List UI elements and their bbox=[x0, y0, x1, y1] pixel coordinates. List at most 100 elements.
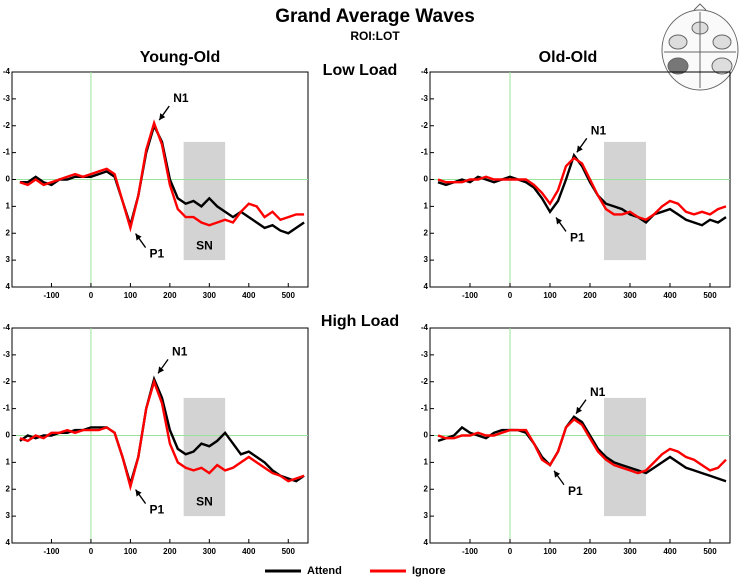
wave bbox=[437, 415, 727, 483]
wave bbox=[19, 375, 305, 489]
y-tick-label: 2 bbox=[424, 484, 429, 493]
wave bbox=[19, 119, 305, 233]
x-tick-label: 200 bbox=[583, 291, 597, 300]
y-tick-label: -3 bbox=[421, 94, 429, 103]
x-tick-label: 0 bbox=[508, 291, 513, 300]
x-tick-label: 100 bbox=[124, 547, 138, 556]
shaded-window bbox=[604, 141, 646, 261]
y-tick-label: 4 bbox=[424, 282, 429, 291]
arrow-head bbox=[554, 470, 560, 478]
y-tick-label: 1 bbox=[424, 457, 429, 466]
y-tick-label: 4 bbox=[6, 282, 11, 291]
column-title: Old-Old bbox=[539, 49, 598, 66]
shaded-window bbox=[183, 397, 226, 517]
row-title: High Load bbox=[321, 313, 399, 330]
y-tick-label: 0 bbox=[6, 175, 11, 184]
x-tick-label: 500 bbox=[282, 547, 296, 556]
arrow-head bbox=[135, 489, 142, 497]
arrow-head bbox=[158, 366, 165, 374]
y-tick-label: 1 bbox=[6, 201, 11, 210]
y-tick-label: 4 bbox=[6, 538, 11, 547]
arrow-head bbox=[135, 233, 142, 241]
x-tick-label: 200 bbox=[583, 547, 597, 556]
y-tick-label: 0 bbox=[424, 175, 429, 184]
y-tick-label: 1 bbox=[424, 201, 429, 210]
x-tick-label: 500 bbox=[282, 291, 296, 300]
x-tick-label: -100 bbox=[43, 547, 60, 556]
x-tick-label: -100 bbox=[462, 291, 479, 300]
y-tick-label: -3 bbox=[421, 350, 429, 359]
annotation-label: P1 bbox=[150, 503, 165, 517]
shade-label: SN bbox=[196, 238, 213, 252]
y-tick-label: -3 bbox=[3, 350, 11, 359]
y-tick-label: -1 bbox=[3, 148, 11, 157]
x-tick-label: 400 bbox=[242, 291, 256, 300]
x-tick-label: 300 bbox=[623, 291, 637, 300]
x-tick-label: 300 bbox=[203, 547, 217, 556]
x-tick-label: 100 bbox=[543, 291, 557, 300]
annotation-label: N1 bbox=[172, 345, 188, 359]
y-tick-label: -2 bbox=[421, 377, 429, 386]
head-map bbox=[661, 3, 739, 91]
x-tick-label: 300 bbox=[623, 547, 637, 556]
y-tick-label: 0 bbox=[424, 431, 429, 440]
y-tick-label: -1 bbox=[3, 404, 11, 413]
x-tick-label: 400 bbox=[663, 291, 677, 300]
annotation-label: N1 bbox=[173, 91, 189, 105]
x-tick-label: 200 bbox=[163, 291, 177, 300]
x-tick-label: 100 bbox=[543, 547, 557, 556]
arrow-head bbox=[159, 113, 166, 121]
x-tick-label: 0 bbox=[508, 547, 513, 556]
y-tick-label: 3 bbox=[6, 255, 11, 264]
x-tick-label: 200 bbox=[163, 547, 177, 556]
subtitle: ROI:LOT bbox=[350, 29, 400, 43]
legend-label: Ignore bbox=[412, 565, 446, 577]
y-tick-label: 0 bbox=[6, 431, 11, 440]
arrow-head bbox=[576, 145, 583, 153]
wave bbox=[437, 152, 727, 227]
shade-label: SN bbox=[196, 494, 213, 508]
legend-label: Attend bbox=[307, 565, 342, 577]
x-tick-label: -100 bbox=[462, 547, 479, 556]
y-tick-label: -3 bbox=[3, 94, 11, 103]
x-tick-label: 400 bbox=[242, 547, 256, 556]
y-tick-label: -4 bbox=[3, 67, 11, 76]
y-tick-label: -4 bbox=[421, 67, 429, 76]
y-tick-label: -1 bbox=[421, 148, 429, 157]
arrow-head bbox=[556, 217, 562, 225]
arrow-head bbox=[576, 406, 582, 414]
annotation-label: P1 bbox=[150, 247, 165, 261]
annotation-label: P1 bbox=[568, 484, 583, 498]
y-tick-label: 3 bbox=[424, 511, 429, 520]
x-tick-label: 300 bbox=[203, 291, 217, 300]
annotation-label: N1 bbox=[591, 123, 607, 137]
y-tick-label: 2 bbox=[6, 484, 11, 493]
y-tick-label: -2 bbox=[3, 377, 11, 386]
x-tick-label: 0 bbox=[89, 291, 94, 300]
y-tick-label: -2 bbox=[3, 121, 11, 130]
wave bbox=[437, 417, 727, 475]
annotation-label: P1 bbox=[570, 231, 585, 245]
x-tick-label: 0 bbox=[89, 547, 94, 556]
shaded-window bbox=[604, 397, 646, 517]
y-tick-label: 1 bbox=[6, 457, 11, 466]
y-tick-label: -4 bbox=[421, 323, 429, 332]
y-tick-label: 3 bbox=[424, 255, 429, 264]
y-tick-label: 2 bbox=[424, 228, 429, 237]
column-title: Young-Old bbox=[140, 49, 221, 66]
title: Grand Average Waves bbox=[275, 6, 475, 27]
x-tick-label: 100 bbox=[124, 291, 138, 300]
y-tick-label: -1 bbox=[421, 404, 429, 413]
y-tick-label: -2 bbox=[421, 121, 429, 130]
annotation-label: N1 bbox=[590, 385, 606, 399]
x-tick-label: 500 bbox=[703, 547, 717, 556]
wave bbox=[19, 377, 305, 492]
wave bbox=[437, 156, 727, 222]
x-tick-label: 400 bbox=[663, 547, 677, 556]
x-tick-label: -100 bbox=[43, 291, 60, 300]
y-tick-label: 3 bbox=[6, 511, 11, 520]
y-tick-label: 4 bbox=[424, 538, 429, 547]
y-tick-label: 2 bbox=[6, 228, 11, 237]
y-tick-label: -4 bbox=[3, 323, 11, 332]
